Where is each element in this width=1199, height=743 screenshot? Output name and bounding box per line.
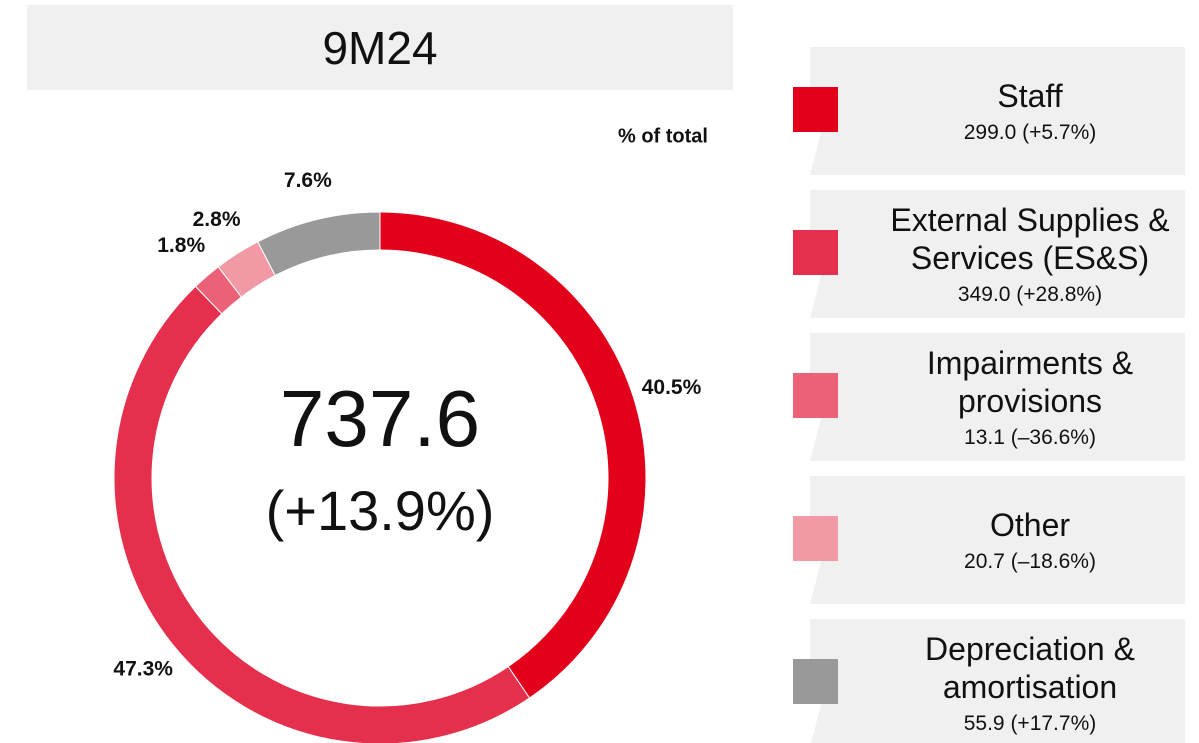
legend-name: External Supplies & Services (ES&S) (890, 202, 1170, 276)
value-label: 1.8% (157, 234, 205, 257)
legend-text: Staff 299.0 (+5.7%) (870, 47, 1190, 175)
value-label: 47.3% (113, 658, 173, 681)
legend-swatch (793, 659, 838, 704)
legend-name: Staff (997, 78, 1063, 114)
slice (257, 211, 381, 277)
legend-detail: 349.0 (+28.8%) (957, 283, 1103, 306)
center-change: (+13.9%) (266, 479, 495, 542)
legend-row (810, 190, 1185, 318)
value-label: 2.8% (193, 208, 241, 231)
value-label: 7.6% (284, 169, 332, 192)
center-value: 737.6 (280, 374, 480, 463)
legend-swatch (793, 230, 838, 275)
legend-row (810, 333, 1185, 461)
legend-detail: 13.1 (–36.6%) (964, 426, 1096, 449)
legend-name: Depreciation & amortisation (925, 631, 1135, 705)
value-label: 40.5% (642, 376, 702, 399)
legend-name: Impairments & provisions (926, 345, 1134, 419)
chart-title: 9M24 (27, 5, 733, 90)
legend-text: Impairments & provisions 13.1 (–36.6%) (870, 333, 1190, 461)
legend-row (810, 619, 1185, 743)
legend-detail: 299.0 (+5.7%) (963, 121, 1097, 144)
legend-name: Other (989, 507, 1071, 543)
legend-detail: 55.9 (+17.7%) (963, 712, 1097, 735)
legend-detail: 20.7 (–18.6%) (964, 550, 1096, 573)
legend-row (810, 47, 1185, 175)
donut-chart: % of total 737.6 (+13.9%) 40.5% 47.3% 1.8%… (113, 125, 708, 743)
slice (113, 285, 531, 743)
legend-swatch (793, 87, 838, 132)
legend-swatch (793, 516, 838, 561)
legend-row (810, 476, 1185, 604)
legend-text: Other 20.7 (–18.6%) (870, 476, 1190, 604)
legend-text: Depreciation & amortisation 55.9 (+17.7%) (870, 619, 1190, 743)
legend-swatch (793, 373, 838, 418)
unit-label: % of total (618, 125, 708, 147)
legend-text: External Supplies & Services (ES&S) 349.0… (870, 190, 1190, 318)
